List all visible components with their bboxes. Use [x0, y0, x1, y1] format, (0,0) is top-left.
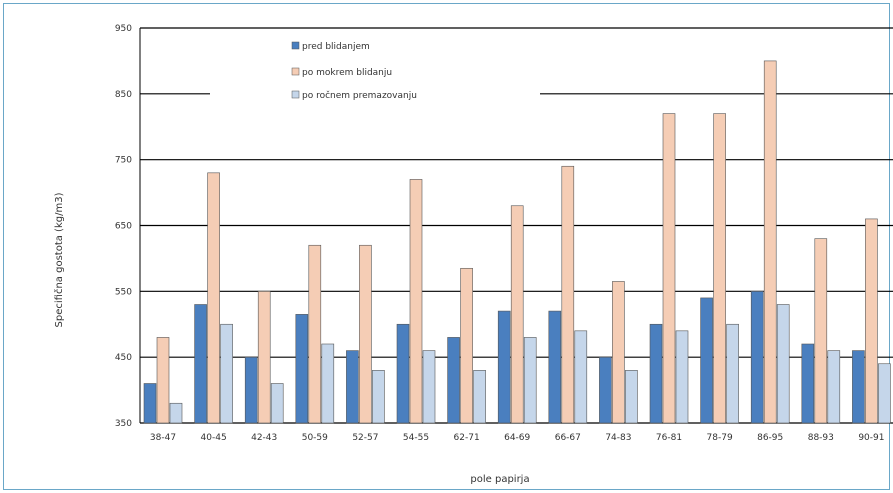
bar [625, 370, 638, 424]
bar [497, 310, 511, 424]
x-tick-label: 86-95 [757, 433, 783, 443]
x-tick-labels: 38-47 40-45 42-43 50-59 52-57 54-55 62-71 64-69… [150, 433, 885, 443]
bar [814, 238, 828, 424]
legend-label-po-mokrem-blidanju: po mokrem blidanju [302, 68, 392, 78]
x-tick-label: 42-43 [251, 433, 277, 443]
y-tick-label: 550 [115, 287, 132, 297]
legend-item-po-rocnem-premazovanju: po ročnem premazovanju [291, 90, 417, 101]
bar [510, 205, 524, 424]
legend-swatch-pred-blidanjem [291, 41, 300, 50]
y-tick-label: 350 [115, 419, 132, 429]
y-axis-title: Specifična gostota (kg/m3) [53, 192, 65, 327]
legend-swatch-po-rocnem-premazovanju [291, 90, 300, 99]
bar [523, 337, 537, 424]
legend: pred blidanjem po mokrem blidanju po roč… [210, 38, 540, 110]
x-tick-label: 54-55 [403, 433, 429, 443]
x-tick-label: 62-71 [454, 433, 480, 443]
x-tick-label: 90-91 [858, 433, 884, 443]
bar [675, 330, 689, 424]
y-tick-label: 650 [115, 222, 132, 232]
bar [372, 370, 385, 424]
bar [763, 60, 777, 424]
y-tick-label: 850 [115, 90, 132, 100]
bar [220, 323, 233, 424]
bar [599, 356, 612, 424]
bar [270, 383, 284, 424]
bar [548, 310, 562, 424]
bar [396, 323, 410, 424]
bar [801, 343, 815, 424]
x-tick-label: 50-59 [302, 433, 328, 443]
bar [207, 172, 220, 424]
x-tick-label: 88-93 [808, 433, 834, 443]
bar [612, 281, 625, 424]
y-tick-labels: 350 450 550 650 750 850 950 [115, 24, 132, 429]
bars [143, 60, 891, 424]
bar [409, 179, 423, 424]
x-tick-label: 74-83 [605, 433, 631, 443]
bar [878, 363, 891, 424]
legend-swatch-po-mokrem-blidanju [291, 67, 300, 76]
y-tick-label: 950 [115, 24, 132, 34]
bar [649, 323, 663, 424]
x-tick-label: 40-45 [201, 433, 227, 443]
bar [700, 297, 713, 424]
bar [561, 165, 575, 424]
legend-item-po-mokrem-blidanju: po mokrem blidanju [291, 67, 392, 78]
bar [308, 244, 322, 424]
bar [422, 350, 436, 424]
bar [295, 314, 309, 424]
bar [750, 291, 764, 424]
bar [321, 343, 335, 424]
x-axis-title: pole papirja [470, 474, 529, 485]
bar [713, 113, 726, 424]
legend-item-pred-blidanjem: pred blidanjem [291, 41, 370, 52]
bar [776, 304, 790, 424]
bar [662, 113, 676, 424]
legend-background [210, 38, 540, 110]
x-tick-label: 52-57 [352, 433, 378, 443]
x-tick-label: 64-69 [504, 433, 530, 443]
bar [473, 370, 486, 424]
x-tick-label: 38-47 [150, 433, 176, 443]
bar [143, 383, 157, 424]
bar [169, 402, 183, 424]
bar [194, 304, 207, 424]
bar [447, 337, 460, 424]
bar [460, 267, 473, 424]
bar [865, 218, 878, 424]
legend-label-po-rocnem-premazovanju: po ročnem premazovanju [302, 90, 417, 101]
bar [827, 350, 841, 424]
bar [156, 337, 170, 424]
x-tick-label: 76-81 [656, 433, 682, 443]
x-tick-label: 78-79 [707, 433, 733, 443]
bar [574, 330, 588, 424]
bar [726, 323, 739, 424]
chart-frame [3, 3, 890, 490]
bar [359, 244, 372, 424]
x-tick-label: 66-67 [555, 433, 581, 443]
bar [244, 356, 258, 424]
legend-label-pred-blidanjem: pred blidanjem [302, 42, 370, 52]
y-tick-label: 750 [115, 156, 132, 166]
y-tick-label: 450 [115, 353, 132, 363]
bar [257, 291, 271, 424]
bar [852, 350, 865, 424]
bar [346, 350, 359, 424]
